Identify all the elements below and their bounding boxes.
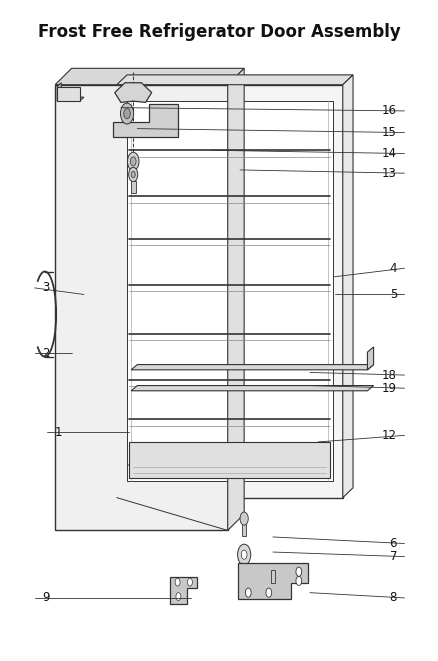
Circle shape (295, 576, 301, 586)
Polygon shape (237, 563, 307, 600)
Bar (131, 181, 135, 193)
Text: 4: 4 (389, 262, 396, 275)
Text: Frost Free Refrigerator Door Assembly: Frost Free Refrigerator Door Assembly (38, 23, 400, 41)
Text: 7: 7 (389, 550, 396, 563)
Polygon shape (117, 75, 352, 85)
Bar (117, 85, 342, 498)
Polygon shape (227, 68, 244, 530)
Text: 2: 2 (42, 347, 49, 360)
Polygon shape (114, 83, 152, 102)
Text: 14: 14 (381, 147, 396, 160)
Polygon shape (342, 75, 352, 498)
Text: 6: 6 (389, 537, 396, 550)
Polygon shape (131, 365, 373, 369)
Circle shape (130, 157, 136, 166)
Bar (55, 85, 227, 530)
Circle shape (265, 588, 271, 598)
Polygon shape (113, 104, 178, 137)
Circle shape (127, 152, 139, 171)
Text: 19: 19 (381, 381, 396, 395)
Circle shape (237, 544, 250, 565)
Text: 13: 13 (381, 167, 396, 180)
Circle shape (241, 550, 247, 559)
Circle shape (245, 588, 251, 598)
Circle shape (124, 108, 130, 119)
Polygon shape (367, 347, 373, 369)
Text: 1: 1 (54, 426, 62, 439)
Bar (241, 522, 246, 535)
Text: 5: 5 (389, 288, 396, 301)
Circle shape (175, 578, 180, 586)
Circle shape (120, 103, 133, 124)
Bar (127, 101, 332, 481)
Circle shape (240, 512, 248, 525)
Circle shape (295, 567, 301, 576)
Bar (57, 87, 80, 101)
Text: 18: 18 (381, 369, 396, 381)
Circle shape (187, 578, 192, 586)
Bar (129, 442, 330, 478)
Circle shape (176, 593, 180, 601)
Text: 12: 12 (381, 429, 396, 442)
Polygon shape (170, 577, 197, 604)
Text: 3: 3 (42, 282, 49, 294)
Text: 15: 15 (381, 126, 396, 139)
Text: 8: 8 (389, 592, 396, 604)
Polygon shape (57, 97, 84, 101)
Circle shape (131, 171, 135, 178)
Polygon shape (131, 385, 373, 391)
Circle shape (128, 167, 138, 182)
Text: 16: 16 (381, 104, 396, 118)
Bar (270, 570, 274, 583)
Polygon shape (57, 83, 61, 101)
Text: 9: 9 (42, 592, 49, 604)
Polygon shape (55, 68, 244, 85)
